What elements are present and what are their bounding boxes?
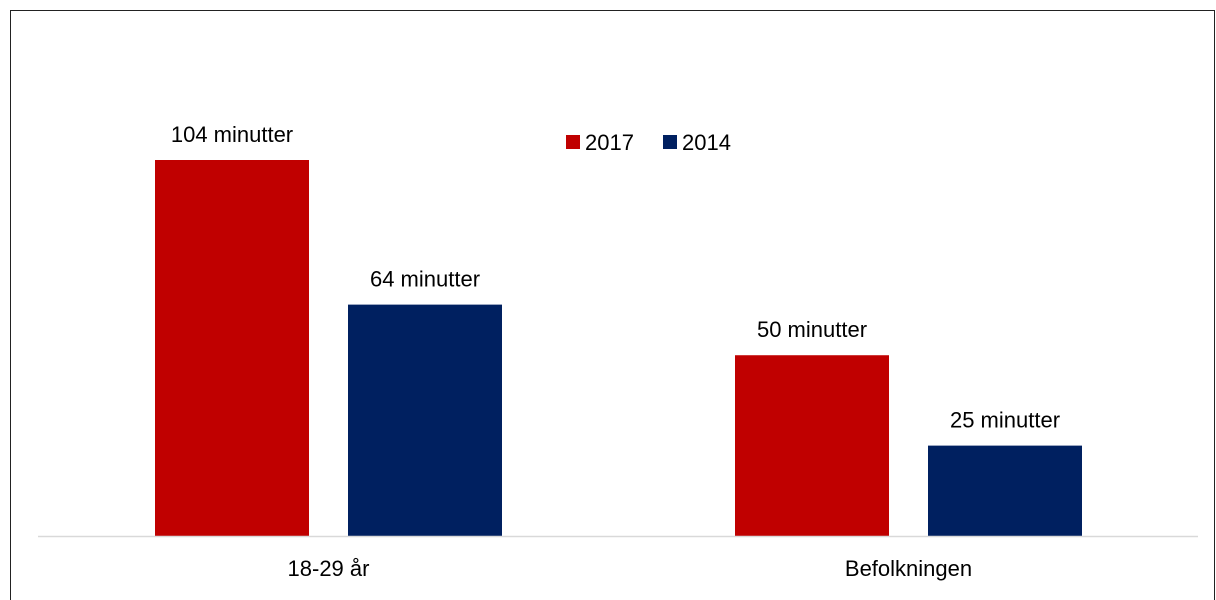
data-label-2014-0: 64 minutter xyxy=(370,267,480,292)
bar-2014-1 xyxy=(928,445,1082,536)
bar-2017-1 xyxy=(735,355,889,536)
legend-label-2014: 2014 xyxy=(682,130,731,155)
legend-swatch-2017 xyxy=(566,135,580,149)
data-label-2017-0: 104 minutter xyxy=(171,122,293,147)
legend-item-2017: 2017 xyxy=(566,130,634,155)
legend-swatch-2014 xyxy=(663,135,677,149)
legend-item-2014: 2014 xyxy=(663,130,731,155)
legend-label-2017: 2017 xyxy=(585,130,634,155)
data-label-2017-1: 50 minutter xyxy=(757,317,867,342)
x-tick-label-0: 18-29 år xyxy=(288,556,370,581)
bar-2017-0 xyxy=(155,160,309,536)
x-tick-label-1: Befolkningen xyxy=(845,556,972,581)
data-label-2014-1: 25 minutter xyxy=(950,408,1060,433)
bar-2014-0 xyxy=(348,304,502,536)
